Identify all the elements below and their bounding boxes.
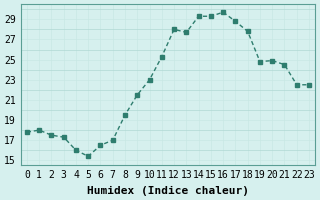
X-axis label: Humidex (Indice chaleur): Humidex (Indice chaleur) — [87, 186, 249, 196]
